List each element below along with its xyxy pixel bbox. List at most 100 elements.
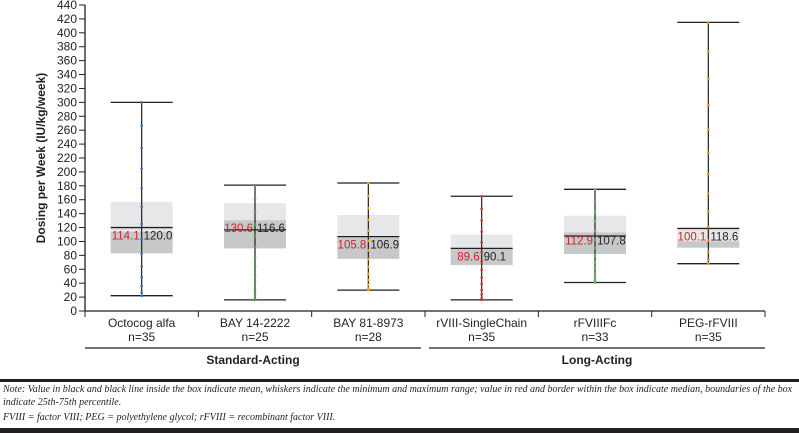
data-point bbox=[593, 229, 597, 233]
data-point bbox=[707, 210, 710, 213]
data-point bbox=[707, 151, 710, 155]
data-point bbox=[253, 287, 257, 291]
data-point bbox=[140, 291, 143, 294]
median-value-label: 105.8 bbox=[338, 240, 367, 252]
group-label: Standard-Acting bbox=[206, 353, 299, 367]
category-label: rVIII-SingleChain bbox=[436, 316, 527, 330]
y-tick-label: 20 bbox=[64, 290, 78, 304]
data-point bbox=[140, 284, 143, 288]
y-tick-label: 80 bbox=[64, 248, 78, 262]
data-point bbox=[707, 258, 710, 262]
data-point bbox=[140, 294, 143, 298]
data-point bbox=[140, 124, 143, 127]
category-n-label: n=28 bbox=[355, 330, 382, 344]
data-point bbox=[707, 77, 710, 81]
y-tick-label: 280 bbox=[57, 109, 77, 123]
data-point bbox=[253, 183, 257, 187]
category-n-label: n=35 bbox=[468, 330, 495, 344]
mean-value-label: 116.6 bbox=[257, 223, 285, 235]
data-point bbox=[367, 265, 370, 269]
box-peg-rfviii: 100.1 118.6 bbox=[677, 21, 740, 266]
data-point bbox=[253, 234, 257, 238]
y-tick-label: 40 bbox=[64, 276, 78, 290]
median-value-label: 89.6 bbox=[457, 251, 479, 263]
boxes: 114.1 120.0 130.6 116.6 105.8 106.9 89.6 90.1 11… bbox=[110, 21, 740, 302]
category-label: PEG-rFVIII bbox=[679, 316, 738, 330]
data-point bbox=[593, 199, 597, 202]
data-point bbox=[367, 194, 370, 198]
y-tick-label: 60 bbox=[64, 262, 78, 276]
data-point bbox=[253, 223, 257, 226]
box-plot-chart: 0204060801001201401601802002202402602803… bbox=[34, 0, 766, 367]
data-point bbox=[593, 254, 597, 257]
data-point bbox=[593, 276, 597, 280]
y-tick-label: 120 bbox=[57, 221, 77, 235]
data-point bbox=[707, 262, 710, 266]
data-point bbox=[707, 172, 710, 176]
category-n-label: n=35 bbox=[128, 330, 155, 344]
data-point bbox=[593, 267, 597, 270]
data-point bbox=[253, 273, 257, 277]
data-point bbox=[140, 146, 143, 150]
y-tick-label: 140 bbox=[57, 207, 77, 221]
category-n-label: n=35 bbox=[695, 330, 722, 344]
y-tick-label: 320 bbox=[57, 81, 77, 95]
data-point bbox=[367, 229, 370, 232]
data-point bbox=[253, 281, 257, 284]
data-point bbox=[707, 21, 710, 24]
data-point bbox=[367, 181, 370, 185]
data-point bbox=[480, 293, 483, 296]
data-point bbox=[707, 103, 710, 107]
data-point bbox=[253, 255, 257, 259]
category-n-label: n=33 bbox=[581, 330, 608, 344]
box-rviii-singlechain: 89.6 90.1 bbox=[450, 194, 513, 302]
y-tick-label: 200 bbox=[57, 165, 77, 179]
data-point bbox=[253, 296, 257, 300]
mean-value-label: 107.8 bbox=[597, 235, 626, 247]
mean-value-label: 106.9 bbox=[370, 240, 399, 252]
data-point bbox=[367, 218, 370, 222]
data-point bbox=[140, 101, 143, 104]
data-point bbox=[253, 265, 257, 268]
data-point bbox=[593, 246, 597, 250]
category-label: BAY 81-8973 bbox=[333, 316, 404, 330]
category-label: Octocog alfa bbox=[108, 316, 176, 330]
box-rfviiifc: 112.9 107.8 bbox=[564, 187, 626, 284]
footnote-bottom-rule bbox=[0, 428, 799, 433]
median-value-label: 130.6 bbox=[224, 223, 253, 235]
y-tick-label: 240 bbox=[57, 137, 77, 151]
data-point bbox=[140, 205, 143, 209]
data-point bbox=[593, 187, 597, 191]
y-tick-label: 260 bbox=[57, 123, 77, 137]
data-point bbox=[480, 260, 483, 263]
data-point bbox=[367, 206, 370, 210]
data-point bbox=[593, 219, 597, 223]
data-point bbox=[480, 276, 483, 279]
y-tick-label: 420 bbox=[57, 12, 77, 26]
footnote-abbreviations: FVIII = factor VIII; PEG = polyethylene … bbox=[3, 412, 336, 423]
data-point bbox=[707, 239, 710, 242]
data-point bbox=[367, 278, 370, 282]
data-point bbox=[480, 241, 483, 244]
data-point bbox=[707, 250, 710, 253]
footnote-top-rule bbox=[0, 379, 799, 382]
data-point bbox=[593, 272, 597, 275]
box-bay-81-8973: 105.8 106.9 bbox=[337, 181, 400, 292]
y-axis-label: Dosing per Week (IU/kg/week) bbox=[34, 73, 48, 244]
median-value-label: 114.1 bbox=[112, 231, 140, 243]
data-point bbox=[140, 222, 143, 226]
data-point bbox=[140, 167, 143, 170]
data-point bbox=[367, 283, 370, 287]
data-point bbox=[707, 192, 710, 195]
data-point bbox=[140, 187, 143, 190]
median-value-label: 100.1 bbox=[678, 232, 707, 244]
mean-value-label: 120.0 bbox=[144, 231, 173, 243]
data-point bbox=[707, 225, 710, 229]
data-point bbox=[253, 298, 257, 302]
y-tick-label: 440 bbox=[57, 0, 77, 12]
data-point bbox=[140, 275, 143, 279]
y-tick-label: 360 bbox=[57, 54, 77, 68]
y-tick-label: 100 bbox=[57, 234, 77, 248]
box-bay-14-2222: 130.6 116.6 bbox=[224, 183, 286, 302]
